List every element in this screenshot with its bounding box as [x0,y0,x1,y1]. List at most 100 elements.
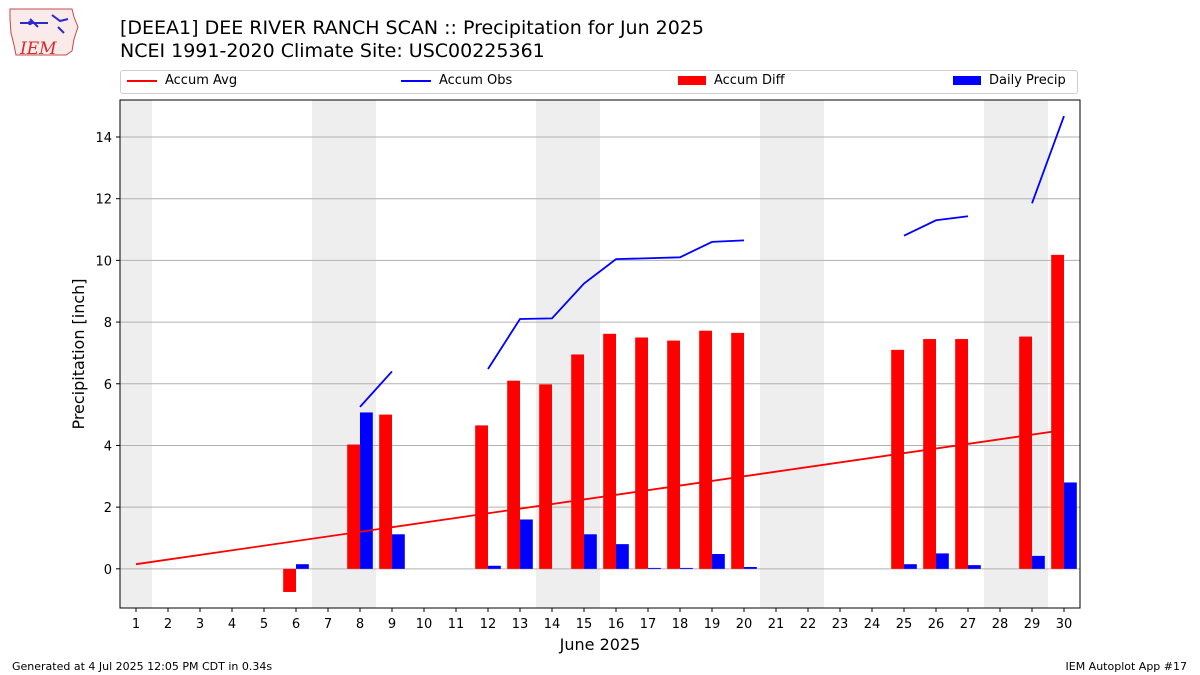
x-tick-label: 25 [896,617,913,632]
legend-item-daily-precip: Daily Precip [953,73,1066,88]
accum-diff-bar [507,380,520,569]
x-axis-label: June 2025 [559,635,641,654]
x-tick-label: 11 [448,617,465,632]
daily-precip-bar [744,566,757,569]
x-tick-label: 3 [196,617,204,632]
legend-item-accum-diff: Accum Diff [678,73,785,88]
daily-precip-bar [584,534,597,569]
chart-legend: Accum Avg Accum Obs Accum Diff Daily Pre… [120,70,1078,94]
legend-swatch-daily-precip [953,76,981,85]
x-tick-label: 22 [800,617,817,632]
x-tick-label: 21 [768,617,785,632]
accum-diff-bar [731,332,744,569]
y-tick-label: 14 [95,131,112,146]
legend-label-accum-diff: Accum Diff [714,73,785,88]
iowa-map-logo-icon [9,8,79,56]
footer-app-text: IEM Autoplot App #17 [1065,660,1188,673]
y-tick-label: 2 [104,501,112,516]
x-tick-label: 29 [1024,617,1041,632]
accum-diff-bar [379,414,392,569]
accum-diff-bar [667,340,680,569]
accum-avg-line [135,429,1065,566]
legend-swatch-accum-avg [127,79,157,82]
accum-diff-bar [475,425,488,569]
accum-diff-bar [891,349,904,569]
daily-precip-bar [296,564,309,569]
accum-diff-bar [571,354,584,569]
x-tick-label: 16 [608,617,625,632]
x-tick-label: 30 [1056,617,1073,632]
accum-diff-bar [603,333,616,569]
x-tick-label: 26 [928,617,945,632]
daily-precip-bar [712,554,725,569]
x-tick-label: 4 [228,617,236,632]
accum-diff-bar [283,568,296,592]
x-tick-label: 10 [416,617,433,632]
weekend-shade-band [984,100,1048,608]
accum-diff-bar [635,337,648,569]
legend-label-accum-obs: Accum Obs [439,73,513,88]
y-tick-label: 10 [95,254,112,269]
footer-generated-text: Generated at 4 Jul 2025 12:05 PM CDT in … [12,660,273,673]
legend-item-accum-avg: Accum Avg [127,73,237,88]
y-tick-label: 8 [104,316,112,331]
plot-frame [119,99,1081,609]
legend-label-daily-precip: Daily Precip [989,73,1066,88]
y-tick-label: 12 [95,193,112,208]
accum-diff-bar [955,339,968,569]
daily-precip-bar [360,412,373,569]
x-tick-label: 17 [640,617,657,632]
weekend-shade-band [120,100,152,608]
x-tick-label: 15 [576,617,593,632]
x-tick-label: 5 [260,617,268,632]
x-tick-label: 24 [864,617,881,632]
accum-diff-bar [1051,254,1064,569]
accum-diff-bar [539,384,552,569]
x-tick-label: 27 [960,617,977,632]
daily-precip-bar [488,565,501,569]
legend-swatch-accum-diff [678,76,706,85]
x-tick-label: 19 [704,617,721,632]
accum-diff-bar [1019,336,1032,569]
logo-text: IEM [20,39,57,59]
weekend-shade-band [760,100,824,608]
daily-precip-bar [1032,555,1045,569]
daily-precip-bar [1064,482,1077,569]
daily-precip-bar [520,519,533,569]
x-tick-label: 7 [324,617,332,632]
accum-obs-line [1031,115,1065,204]
daily-precip-bar [616,544,629,569]
accum-diff-bar [923,339,936,569]
daily-precip-bar [904,564,917,569]
x-tick-label: 13 [512,617,529,632]
accum-diff-bar [347,444,360,569]
daily-precip-bar [936,553,949,569]
accum-diff-bar [699,330,712,569]
y-axis-label: Precipitation [inch] [69,278,88,429]
x-tick-label: 6 [292,617,300,632]
x-tick-label: 12 [480,617,497,632]
x-tick-label: 18 [672,617,689,632]
accum-obs-line [487,239,745,370]
x-tick-label: 2 [164,617,172,632]
daily-precip-bar [648,567,661,569]
x-tick-label: 9 [388,617,396,632]
daily-precip-bar [968,565,981,569]
x-tick-label: 1 [132,617,140,632]
daily-precip-bar [680,567,693,569]
x-tick-label: 8 [356,617,364,632]
x-tick-label: 20 [736,617,753,632]
accum-obs-line [903,215,969,237]
chart-title: [DEEA1] DEE RIVER RANCH SCAN :: Precipit… [120,17,705,39]
legend-item-accum-obs: Accum Obs [401,73,512,88]
chart-subtitle: NCEI 1991-2020 Climate Site: USC00225361 [120,40,545,62]
legend-swatch-accum-obs [401,79,431,82]
x-tick-label: 28 [992,617,1009,632]
legend-label-accum-avg: Accum Avg [165,73,238,88]
accum-obs-line [359,370,393,408]
y-tick-label: 0 [104,563,112,578]
y-tick-label: 4 [104,439,112,454]
iem-logo: IEM [8,5,80,59]
x-tick-label: 14 [544,617,561,632]
